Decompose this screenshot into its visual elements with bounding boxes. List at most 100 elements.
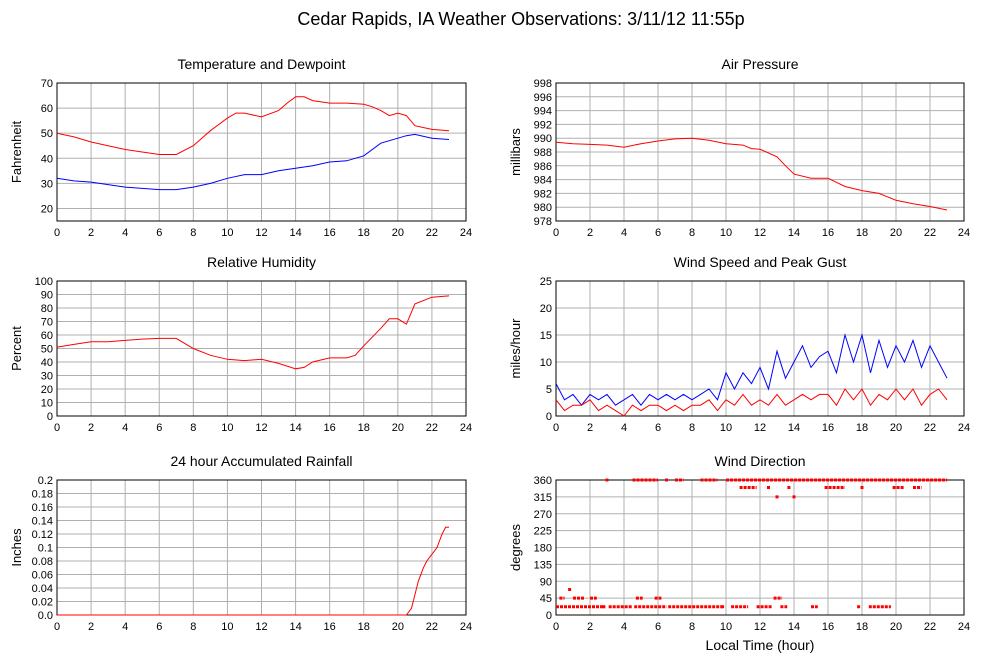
rain-ytick-label: 0.16: [32, 502, 53, 514]
rain-xtick-label: 24: [460, 621, 472, 633]
rain-xtick-label: 18: [358, 621, 370, 633]
winddir-xtick-label: 0: [553, 621, 559, 633]
winddir-point: [775, 495, 779, 499]
rh-ytick-label: 60: [41, 330, 53, 342]
wind-xtick-label: 2: [587, 422, 593, 434]
wind-xtick-label: 8: [689, 422, 695, 434]
winddir-ytick-label: 225: [534, 526, 552, 538]
wind-ylabel: miles/hour: [508, 318, 523, 379]
temp-xtick-label: 16: [324, 227, 336, 239]
rh-xtick-label: 12: [255, 422, 267, 434]
winddir-ytick-label: 45: [540, 593, 552, 605]
rh-xtick-label: 24: [460, 422, 472, 434]
page-xlabel: Local Time (hour): [706, 637, 815, 653]
wind-series-blue-line: [555, 333, 948, 407]
winddir-point: [605, 478, 609, 482]
wind-series-red-line: [555, 388, 948, 417]
rain-xtick-label: 20: [392, 621, 404, 633]
temp-ytick-label: 40: [41, 153, 53, 165]
winddir-ytick-label: 315: [534, 492, 552, 504]
pressure-ytick-label: 994: [534, 106, 552, 118]
wind-xtick-label: 18: [856, 422, 868, 434]
rain-xtick-label: 14: [289, 621, 301, 633]
winddir-ytick-label: 90: [540, 576, 552, 588]
winddir-xtick-label: 8: [689, 621, 695, 633]
winddir-ylabel: degrees: [508, 524, 523, 571]
wind-xtick-label: 0: [553, 422, 559, 434]
wind-xtick-label: 24: [958, 422, 970, 434]
rain-ytick-label: 0.2: [38, 475, 53, 487]
pressure-ytick-label: 984: [534, 175, 552, 187]
rh-ytick-label: 40: [41, 357, 53, 369]
rh-xtick-label: 2: [88, 422, 94, 434]
pressure-xtick-label: 12: [754, 227, 766, 239]
wind-ytick-label: 5: [546, 384, 552, 396]
winddir-point: [568, 588, 572, 591]
winddir-point: [767, 486, 770, 489]
temp-xtick-label: 0: [54, 227, 60, 239]
rh-ytick-label: 80: [41, 303, 53, 315]
winddir-ytick-label: 180: [534, 543, 552, 555]
pressure-ytick-label: 990: [534, 133, 552, 145]
winddir-point: [665, 478, 668, 482]
pressure-xtick-label: 4: [621, 227, 627, 239]
rain-xtick-label: 8: [190, 621, 196, 633]
winddir-xtick-label: 6: [655, 621, 661, 633]
rh-ytick-label: 30: [41, 371, 53, 383]
rh-ytick-label: 70: [41, 317, 53, 329]
rh-ytick-label: 20: [41, 384, 53, 396]
temp-ytick-label: 60: [41, 103, 53, 115]
temp-ytick-label: 30: [41, 178, 53, 190]
winddir-xtick-label: 18: [856, 621, 868, 633]
rh-ytick-label: 50: [41, 344, 53, 356]
wind-xtick-label: 12: [754, 422, 766, 434]
rh-xtick-label: 14: [289, 422, 301, 434]
wind-xtick-label: 20: [890, 422, 902, 434]
wind-ytick-label: 20: [540, 303, 552, 315]
wind-ytick-label: 25: [540, 276, 552, 288]
wind-xtick-label: 6: [655, 422, 661, 434]
rh-xtick-label: 0: [54, 422, 60, 434]
pressure-ytick-label: 996: [534, 92, 552, 104]
rain-xtick-label: 16: [324, 621, 336, 633]
rain-ylabel: Inches: [9, 528, 24, 567]
pressure-xtick-label: 8: [689, 227, 695, 239]
pressure-title: Air Pressure: [721, 56, 798, 72]
pressure-ytick-label: 982: [534, 188, 552, 200]
temp-xtick-label: 8: [190, 227, 196, 239]
rain-xtick-label: 2: [88, 621, 94, 633]
rain-xtick-label: 4: [122, 621, 128, 633]
temp-ytick-label: 50: [41, 128, 53, 140]
temp-ylabel: Fahrenheit: [9, 121, 24, 184]
rh-plot-frame: [56, 280, 467, 417]
rain-xtick-label: 6: [156, 621, 162, 633]
pressure-chart: 0 2 4 6 8 10 12 14 16 18 20 22 249789809829849869889…: [508, 56, 970, 239]
wind-xtick-label: 4: [621, 422, 627, 434]
winddir-point: [792, 495, 796, 499]
temp-ytick-label: 70: [41, 78, 53, 90]
rh-xtick-label: 4: [122, 422, 128, 434]
rh-series-red-line: [56, 295, 450, 370]
temp-series-red-line: [56, 96, 450, 155]
winddir-ytick-label: 360: [534, 475, 552, 487]
rh-ytick-label: 0: [47, 411, 53, 423]
rain-title: 24 hour Accumulated Rainfall: [170, 453, 352, 469]
winddir-point: [787, 486, 791, 489]
pressure-ytick-label: 998: [534, 78, 552, 90]
wind-xtick-label: 16: [822, 422, 834, 434]
rain-xtick-label: 22: [426, 621, 438, 633]
pressure-ytick-label: 986: [534, 161, 552, 173]
rain-ytick-label: 0.06: [32, 570, 53, 582]
winddir-xtick-label: 4: [621, 621, 627, 633]
rain-ytick-label: 0.1: [38, 543, 53, 555]
pressure-xtick-label: 24: [958, 227, 970, 239]
winddir-xtick-label: 2: [587, 621, 593, 633]
winddir-xtick-label: 16: [822, 621, 834, 633]
winddir-point: [860, 486, 864, 489]
pressure-xtick-label: 20: [890, 227, 902, 239]
winddir-xtick-label: 20: [890, 621, 902, 633]
wind-ytick-label: 10: [540, 357, 552, 369]
pressure-xtick-label: 18: [856, 227, 868, 239]
winddir-xtick-label: 24: [958, 621, 970, 633]
wind-ytick-label: 0: [546, 411, 552, 423]
